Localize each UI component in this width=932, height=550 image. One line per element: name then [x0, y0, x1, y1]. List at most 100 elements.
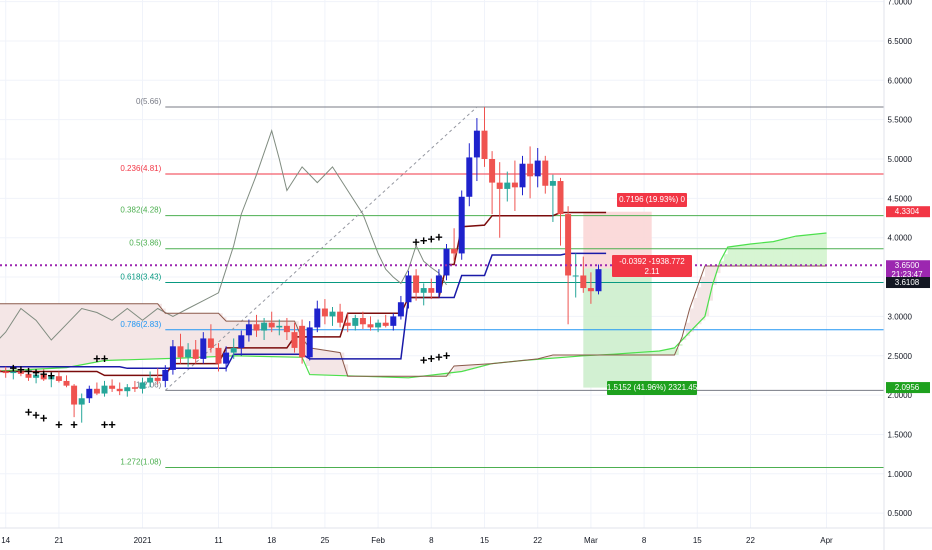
cloud-segment	[70, 303, 75, 367]
cloud-segment	[340, 352, 345, 376]
cloud-segment	[674, 347, 679, 355]
candle-body	[0, 369, 2, 372]
plus-mark: +	[420, 233, 428, 248]
plus-marks-layer: + + + + + ++ + + + + + ++ + + + + ++ + + +	[10, 230, 451, 432]
position-tool[interactable]	[583, 211, 652, 388]
candle-body	[337, 311, 344, 323]
cloud-segment	[89, 303, 94, 364]
candle-body	[10, 371, 17, 374]
candle-body	[549, 181, 556, 186]
plus-mark: +	[93, 351, 101, 366]
candle-body	[17, 371, 24, 374]
stop-price-tag-bg	[886, 382, 930, 394]
cloud-segment	[142, 303, 147, 360]
cloud-segment	[112, 303, 117, 361]
candle-body	[314, 308, 321, 328]
price-tick-label: 4.0000	[888, 234, 913, 243]
cloud-segment	[716, 266, 721, 274]
cloud-segment	[28, 303, 33, 370]
fib-level-label: 0(5.66)	[136, 97, 162, 106]
candle-body	[527, 163, 534, 177]
price-tick-label: 5.5000	[888, 116, 913, 125]
candle-body	[382, 322, 389, 326]
cloud-segment	[218, 313, 223, 357]
cloud-segment	[119, 303, 124, 360]
target-price-tag-bg	[886, 206, 930, 218]
cloud-segment	[731, 246, 736, 267]
cloud-segment	[108, 303, 113, 361]
entry-price-tag-text: 3.6108	[895, 278, 920, 287]
target-badge-bg	[617, 193, 687, 207]
cloud-segment	[81, 303, 86, 365]
candle-body	[253, 324, 260, 331]
candle-body	[177, 346, 184, 358]
candle-body	[291, 332, 298, 348]
time-tick-label: 21	[54, 536, 63, 545]
plus-mark: +	[17, 362, 25, 377]
candle-body	[542, 160, 549, 186]
time-axis[interactable]: 14 21 2021 11 18 25 Feb 8 15 22 Mar 8 15 22 Apr	[0, 527, 932, 545]
cloud-segment	[568, 354, 573, 357]
cloud-segment	[712, 266, 717, 285]
cloud-segment	[77, 303, 83, 366]
cloud-segment	[260, 321, 265, 357]
candle-body	[268, 322, 275, 328]
cloud-segment	[245, 321, 250, 357]
price-axis[interactable]: 7.0000 6.5000 6.0000 5.5000 5.0000 4.5000 4.00…	[883, 0, 930, 550]
candle-body	[458, 196, 465, 254]
fib-level-label: 0.236(4.81)	[120, 164, 161, 173]
candle-body	[2, 371, 9, 374]
cloud-segment	[104, 303, 109, 361]
cloud-segment	[203, 313, 208, 358]
cloud-segment	[435, 374, 440, 377]
cloud-segment	[188, 313, 193, 358]
candle-body	[71, 385, 78, 405]
fib-level-label: 1(2.06)	[136, 380, 162, 389]
cloud-segment	[454, 365, 459, 373]
cloud-segment	[214, 313, 219, 357]
price-tick-label: 6.0000	[888, 76, 913, 85]
price-tick-label: 4.5000	[888, 194, 913, 203]
cloud-segment	[461, 365, 466, 372]
cloud-segment	[195, 313, 200, 358]
candle-body	[481, 130, 488, 159]
cloud-segment	[55, 303, 60, 369]
cloud-segment	[138, 303, 143, 360]
plus-mark: +	[412, 234, 420, 249]
cloud-segment	[796, 236, 801, 267]
cloud-segment	[199, 313, 204, 358]
cloud-segment	[283, 321, 288, 357]
cloud-segment	[47, 303, 52, 369]
cloud-segment	[233, 321, 238, 356]
price-tick-label: 2.0000	[888, 391, 913, 400]
time-tick-label: 15	[693, 536, 702, 545]
candle-body	[238, 335, 245, 348]
cloud-segment	[708, 266, 713, 301]
cloud-segment	[777, 240, 782, 267]
current-price-tag-bg	[886, 260, 930, 281]
stop-badge: 1.5152 (41.96%) 2321.45	[607, 381, 698, 395]
cloud-segment	[393, 376, 398, 378]
candle-body	[63, 380, 70, 386]
candle-body	[580, 275, 587, 289]
cloud-segment	[651, 351, 656, 355]
plus-mark: +	[428, 351, 436, 366]
cloud-segment	[93, 303, 98, 363]
cloud-segment	[66, 303, 71, 368]
cloud-segment	[321, 349, 326, 376]
cloud-segment	[127, 303, 132, 360]
candle-body	[306, 327, 313, 358]
time-tick-label: 2021	[134, 536, 152, 545]
time-tick-label: 25	[320, 536, 329, 545]
cloud-segment	[332, 351, 337, 376]
candle-body	[93, 388, 100, 394]
candle-body	[78, 398, 85, 405]
cloud-segment	[735, 246, 740, 267]
cloud-segment	[457, 365, 463, 372]
cloud-segment	[134, 303, 140, 360]
cloud-segment	[723, 254, 729, 267]
candle-body	[572, 275, 579, 277]
candle-body	[489, 159, 496, 183]
